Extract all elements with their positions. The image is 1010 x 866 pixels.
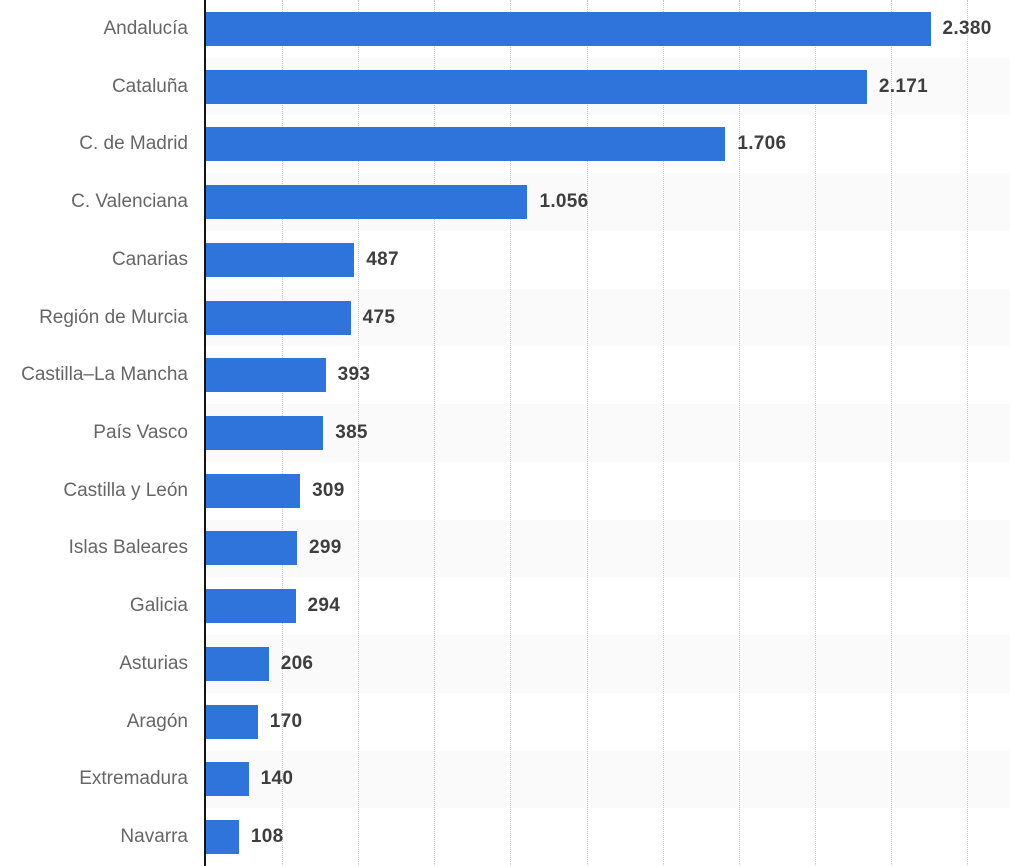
bar[interactable] (206, 762, 249, 797)
chart-row: Asturias 206 (0, 635, 1010, 693)
bar[interactable] (206, 589, 296, 624)
category-label: Canarias (111, 248, 188, 270)
bar[interactable] (206, 473, 301, 508)
category-label: Cataluña (111, 75, 188, 97)
value-label: 1.056 (539, 191, 589, 213)
bar[interactable] (206, 358, 326, 393)
row-plot: 393 (206, 346, 1010, 404)
chart-row: País Vasco 385 (0, 404, 1010, 462)
chart-row: Cataluña 2.171 (0, 58, 1010, 116)
category-label: Navarra (120, 826, 188, 848)
chart-row: Canarias 487 (0, 231, 1010, 289)
bar[interactable] (206, 127, 726, 162)
category-label: Galicia (129, 595, 188, 617)
value-label: 140 (260, 768, 294, 790)
value-label: 487 (366, 248, 399, 270)
value-label: 170 (269, 710, 303, 732)
row-plot: 1.056 (206, 173, 1010, 231)
category-label: Islas Baleares (68, 537, 188, 559)
category-label: Asturias (119, 652, 188, 674)
value-label: 2.171 (878, 75, 928, 97)
row-plot: 108 (206, 808, 1010, 866)
chart-row: C. Valenciana 1.056 (0, 173, 1010, 231)
value-label: 206 (280, 652, 314, 674)
row-plot: 309 (206, 462, 1010, 520)
chart-row: Castilla–La Mancha 393 (0, 346, 1010, 404)
bar[interactable] (206, 704, 258, 739)
category-label: País Vasco (93, 422, 188, 443)
chart-row: Galicia 294 (0, 577, 1010, 635)
row-plot: 1.706 (206, 115, 1010, 173)
bar[interactable] (206, 646, 269, 681)
value-label: 108 (250, 826, 284, 848)
category-label: Extremadura (79, 768, 188, 790)
chart-row: Extremadura 140 (0, 751, 1010, 809)
category-label: C. de Madrid (79, 133, 188, 155)
category-label: Castilla y León (63, 479, 188, 501)
bar[interactable] (206, 11, 931, 46)
bar[interactable] (206, 185, 528, 220)
chart-row: Navarra 108 (0, 808, 1010, 866)
row-plot: 385 (206, 404, 1010, 462)
chart-row: Castilla y León 309 (0, 462, 1010, 520)
value-label: 1.706 (737, 133, 787, 155)
value-label: 299 (309, 537, 342, 559)
bar[interactable] (206, 820, 239, 855)
bar[interactable] (206, 531, 298, 566)
bar[interactable] (206, 300, 351, 335)
chart-row: Andalucía 2.380 (0, 0, 1010, 58)
row-plot: 475 (206, 289, 1010, 347)
chart-row: Región de Murcia 475 (0, 289, 1010, 347)
row-plot: 206 (206, 635, 1010, 693)
value-label: 385 (335, 422, 368, 443)
row-plot: 2.380 (206, 0, 1010, 58)
category-label: Aragón (126, 710, 188, 732)
value-label: 309 (312, 479, 345, 501)
row-plot: 294 (206, 577, 1010, 635)
chart-row: C. de Madrid 1.706 (0, 115, 1010, 173)
row-plot: 140 (206, 751, 1010, 809)
row-plot: 299 (206, 520, 1010, 578)
category-label: C. Valenciana (71, 191, 188, 213)
category-label: Castilla–La Mancha (21, 364, 188, 386)
value-label: 2.380 (942, 17, 992, 39)
row-plot: 487 (206, 231, 1010, 289)
bar[interactable] (206, 69, 867, 104)
row-plot: 2.171 (206, 58, 1010, 116)
bar[interactable] (206, 242, 355, 277)
category-label: Región de Murcia (39, 306, 188, 328)
chart-row: Islas Baleares 299 (0, 520, 1010, 578)
value-label: 393 (337, 364, 371, 386)
category-label: Andalucía (103, 17, 188, 39)
bar[interactable] (206, 416, 324, 450)
row-plot: 170 (206, 693, 1010, 751)
value-label: 475 (362, 306, 396, 328)
y-axis-line (204, 0, 206, 866)
chart-row: Aragón 170 (0, 693, 1010, 751)
value-label: 294 (307, 595, 341, 617)
